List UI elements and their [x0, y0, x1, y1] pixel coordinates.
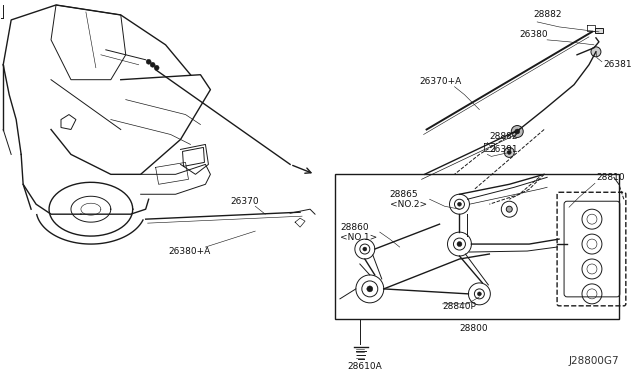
Text: 26370: 26370	[230, 197, 259, 206]
Circle shape	[591, 47, 601, 57]
Text: 28810: 28810	[596, 173, 625, 182]
Text: 28882: 28882	[533, 10, 562, 19]
Circle shape	[457, 241, 462, 247]
Text: J28800G7: J28800G7	[569, 356, 620, 366]
Circle shape	[508, 150, 511, 154]
Circle shape	[506, 206, 512, 212]
Circle shape	[150, 62, 155, 67]
Bar	[595, 28, 603, 33]
Circle shape	[154, 65, 159, 70]
Text: 28882: 28882	[490, 132, 518, 141]
Circle shape	[511, 125, 524, 138]
Circle shape	[458, 202, 461, 206]
Text: 28800: 28800	[460, 324, 488, 333]
Text: 28860: 28860	[340, 222, 369, 232]
Circle shape	[363, 247, 367, 251]
Bar	[335, 174, 619, 319]
Text: 28840P: 28840P	[442, 302, 476, 311]
Text: <NO.1>: <NO.1>	[340, 232, 377, 241]
Text: 26370+A: 26370+A	[420, 77, 462, 86]
Circle shape	[477, 292, 481, 296]
Text: 26381: 26381	[603, 60, 632, 69]
Text: 26391: 26391	[490, 145, 518, 154]
Text: <NO.2>: <NO.2>	[390, 200, 427, 209]
Text: 26380: 26380	[519, 31, 548, 39]
Text: 28865: 28865	[390, 190, 419, 199]
Circle shape	[146, 59, 151, 64]
Circle shape	[515, 129, 520, 134]
Circle shape	[367, 286, 372, 292]
Text: 28610A: 28610A	[347, 362, 381, 371]
Circle shape	[504, 147, 515, 157]
Text: 26380+A: 26380+A	[168, 247, 211, 256]
